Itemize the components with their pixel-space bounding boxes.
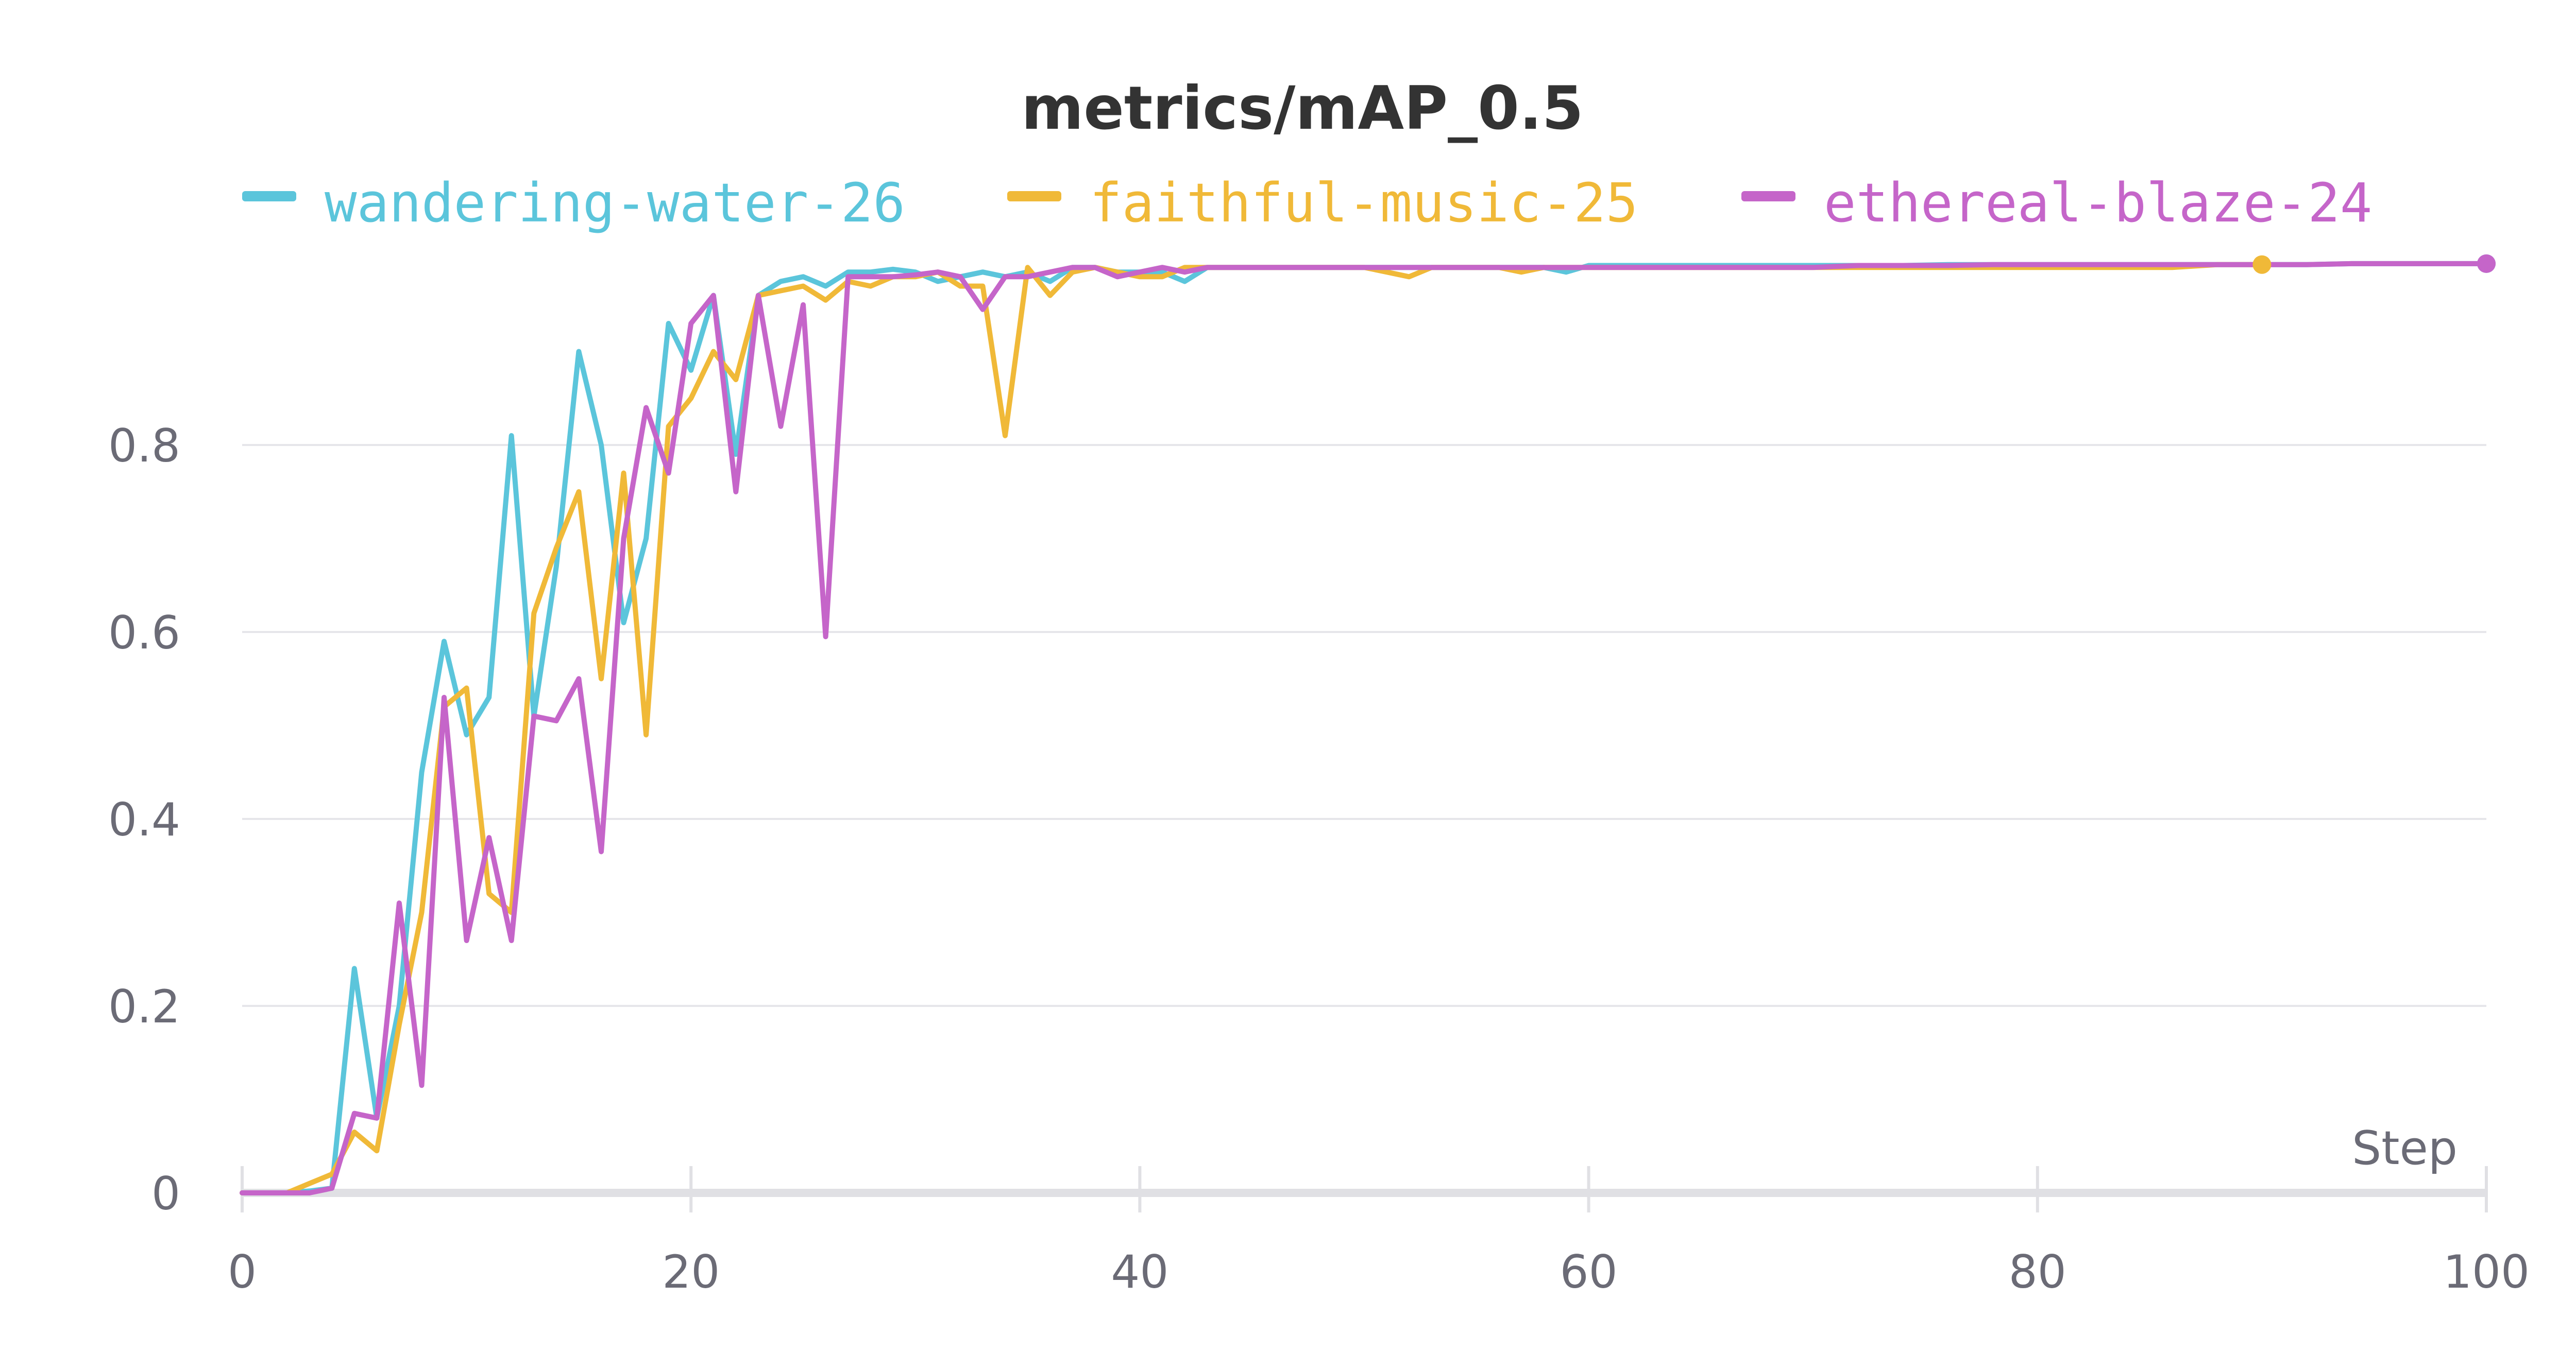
series-endpoints	[2252, 254, 2496, 274]
x-tick-label: 80	[2009, 1245, 2066, 1298]
y-tick-label: 0	[151, 1167, 180, 1220]
series-lines	[240, 261, 2489, 1195]
chart-legend: wandering-water-26 faithful-music-25 ether…	[242, 172, 2372, 234]
legend-item[interactable]: wandering-water-26	[242, 172, 905, 234]
y-tick-label: 0.8	[108, 419, 180, 472]
series-line-ethereal-blaze-24[interactable]	[240, 261, 2489, 1195]
legend-label: wandering-water-26	[325, 172, 905, 234]
x-tick-label: 0	[228, 1245, 257, 1298]
x-axis-label: Step	[2352, 1121, 2458, 1175]
legend-item[interactable]: ethereal-blaze-24	[1741, 172, 2372, 234]
x-tick-label: 60	[1560, 1245, 1618, 1298]
grid-lines	[242, 444, 2486, 1007]
legend-swatch	[1007, 191, 1061, 201]
series-line-wandering-water-26[interactable]	[240, 261, 2489, 1195]
x-tick-label: 20	[662, 1245, 720, 1298]
x-axis-ticks: 0 20 40 60 80 100	[228, 1245, 2530, 1298]
y-tick-label: 0.2	[108, 980, 180, 1033]
legend-swatch	[242, 191, 296, 201]
legend-label: ethereal-blaze-24	[1824, 172, 2372, 234]
series-endpoint-faithful-music-25[interactable]	[2252, 255, 2272, 274]
y-axis-ticks: 0 0.2 0.4 0.6 0.8	[108, 419, 180, 1220]
x-tick-label: 100	[2443, 1245, 2530, 1298]
legend-label: faithful-music-25	[1090, 172, 1638, 234]
x-tick-label: 40	[1111, 1245, 1168, 1298]
series-endpoint-ethereal-blaze-24[interactable]	[2477, 254, 2496, 273]
chart-title: metrics/mAP_0.5	[1021, 74, 1583, 143]
series-line-faithful-music-25[interactable]	[240, 262, 2265, 1195]
y-tick-label: 0.4	[108, 793, 180, 846]
y-tick-label: 0.6	[108, 606, 180, 659]
legend-item[interactable]: faithful-music-25	[1007, 172, 1638, 234]
legend-swatch	[1741, 191, 1795, 201]
x-axis	[241, 1166, 2488, 1212]
